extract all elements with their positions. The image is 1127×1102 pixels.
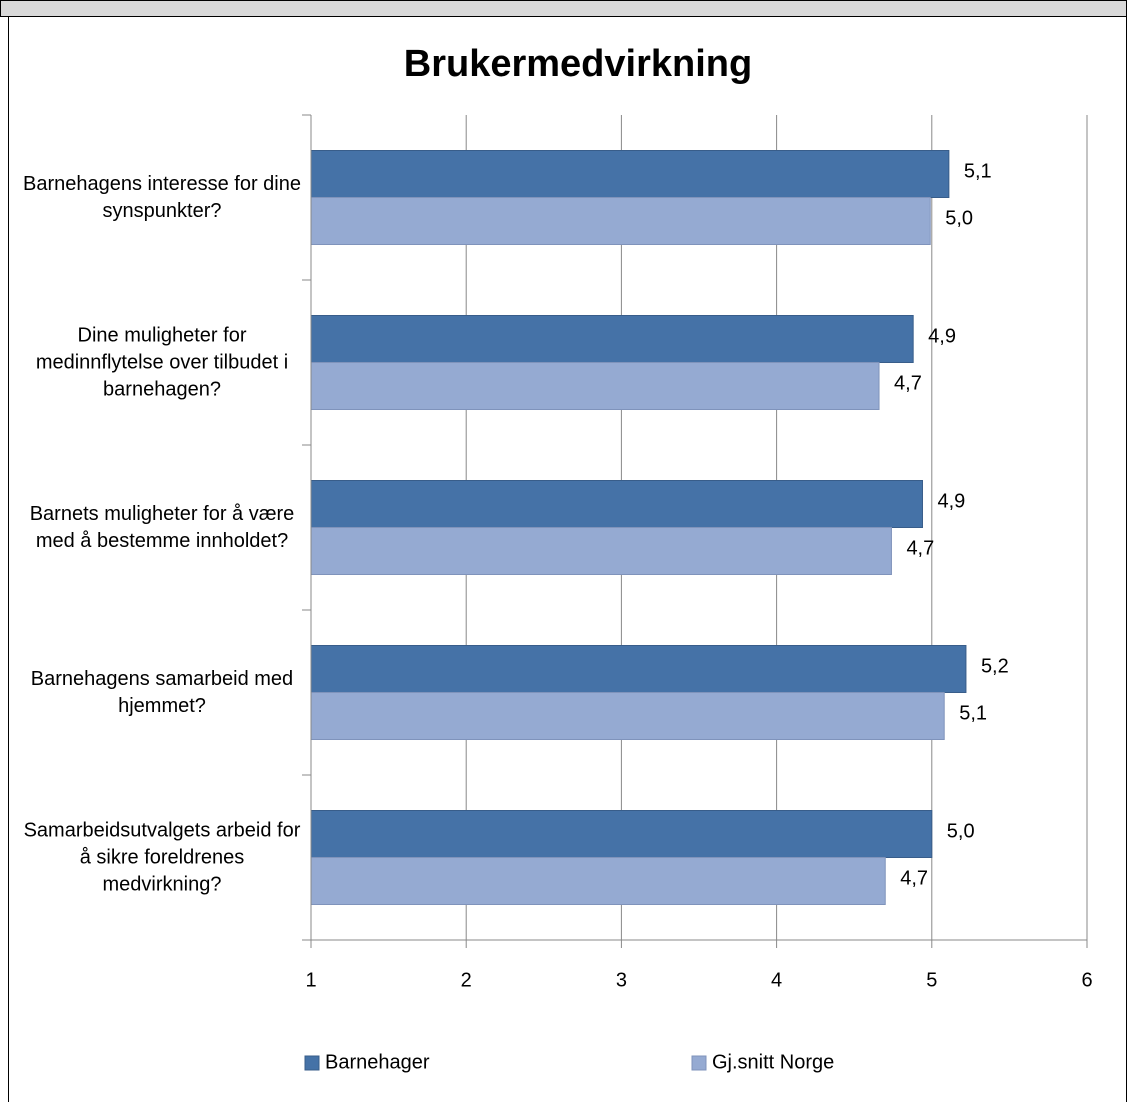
data-label: 5,0 [947,820,975,842]
data-label: 5,1 [964,160,992,182]
legend-swatch [691,1055,707,1071]
data-label: 4,7 [906,537,934,559]
x-tick-label: 5 [926,969,937,991]
y-tick-label: Barnehagens samarbeid med hjemmet? [30,667,294,717]
bar [310,527,892,575]
bar [310,362,880,410]
legend-label: Gj.snitt Norge [712,1051,834,1073]
x-tick-label: 1 [305,969,316,991]
data-label: 5,0 [945,207,973,229]
bar [310,645,967,693]
window-strip [0,0,1127,17]
y-tick-label: Samarbeidsutvalgets arbeid for å sikre f… [23,819,301,895]
data-label: 4,9 [937,490,965,512]
bar [310,810,933,858]
data-label: 5,2 [981,655,1009,677]
bar [310,197,931,245]
data-label: 4,7 [894,372,922,394]
x-tick-label: 4 [771,969,782,991]
bar [310,150,950,198]
x-tick-label: 3 [616,969,627,991]
x-tick-label: 6 [1081,969,1092,991]
y-tick-label: Barnets muligheter for å være med å best… [29,502,295,552]
legend-label: Barnehager [325,1051,430,1073]
data-label: 4,7 [900,867,928,889]
y-tick-label: Dine muligheter for medinnflytelse over … [35,324,289,400]
bar [310,480,923,528]
bar [310,315,914,363]
bar [310,857,886,905]
data-label: 4,9 [928,325,956,347]
x-tick-label: 2 [461,969,472,991]
y-tick-label: Barnehagens interesse for dine synspunkt… [23,172,301,222]
legend-swatch [304,1055,320,1071]
data-label: 5,1 [959,702,987,724]
bar [310,692,945,740]
chart-title: Brukermedvirkning [404,43,752,85]
